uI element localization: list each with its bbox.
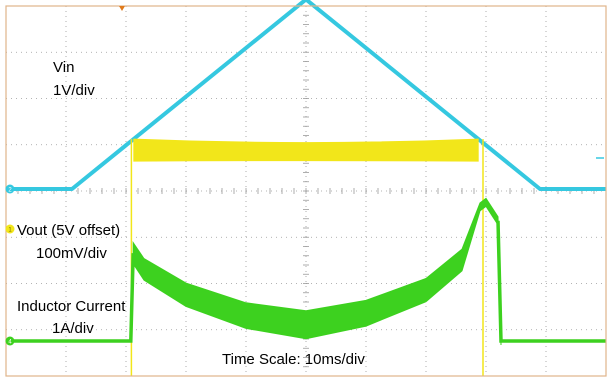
channel-marker-1: 1 xyxy=(5,224,15,234)
channel-marker-1-label: 1 xyxy=(8,228,12,234)
vout-name-label: Vout (5V offset) xyxy=(17,222,120,239)
inductor-current-baseline xyxy=(6,220,606,343)
inductor-current-scale-label: 1A/div xyxy=(52,320,94,337)
vin-name-label: Vin xyxy=(53,59,74,76)
channel-marker-2: 2 xyxy=(5,184,15,194)
channel-marker-4-label: 4 xyxy=(8,340,12,346)
inductor-current-trace xyxy=(132,197,502,346)
vout-trace xyxy=(133,138,479,162)
inductor-current-name-label: Inductor Current xyxy=(17,298,126,315)
time-scale-label: Time Scale: 10ms/div xyxy=(222,351,365,368)
vout-scale-label: 100mV/div xyxy=(36,245,107,262)
vin-scale-label: 1V/div xyxy=(53,82,95,99)
traces xyxy=(6,0,606,376)
trigger-position-marker xyxy=(119,6,125,11)
channel-marker-4: 4 xyxy=(5,336,15,346)
channel-marker-2-label: 2 xyxy=(8,188,12,194)
vin-trace xyxy=(6,0,606,191)
